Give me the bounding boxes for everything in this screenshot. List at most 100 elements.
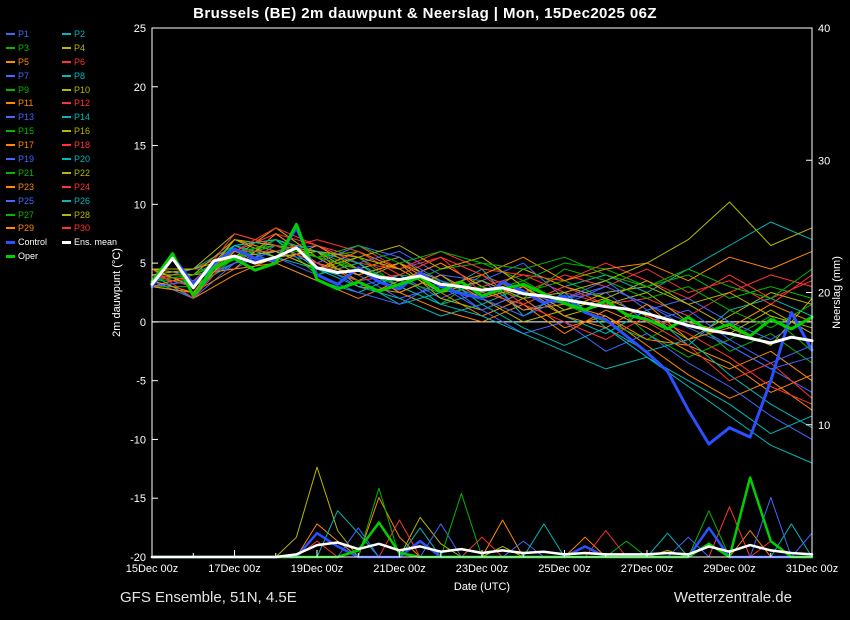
legend-swatch bbox=[62, 199, 71, 202]
legend-row: P19 P20 bbox=[6, 152, 118, 166]
legend-item-p21: P21 bbox=[6, 166, 62, 180]
legend-label: P16 bbox=[74, 126, 91, 137]
legend-row: P29 P30 bbox=[6, 221, 118, 235]
footer-model-info: GFS Ensemble, 51N, 4.5E bbox=[120, 589, 297, 606]
legend-item-ens-mean: Ens. mean bbox=[62, 235, 118, 249]
series-P28 bbox=[151, 201, 813, 299]
legend-label: P18 bbox=[74, 140, 91, 151]
y-left-tick-label: 0 bbox=[140, 317, 146, 329]
legend-swatch bbox=[6, 171, 15, 174]
legend-item-p15: P15 bbox=[6, 124, 62, 138]
series-P27 bbox=[151, 245, 813, 299]
legend-swatch bbox=[6, 46, 15, 49]
legend-row: P15 P16 bbox=[6, 124, 118, 138]
legend-label: P25 bbox=[18, 195, 35, 206]
y-left-tick-label: -5 bbox=[136, 376, 146, 388]
x-tick-label: 25Dec 00z bbox=[538, 563, 591, 575]
x-tick-label: 29Dec 00z bbox=[703, 563, 756, 575]
x-tick-label: 23Dec 00z bbox=[456, 563, 509, 575]
legend-label: P30 bbox=[74, 223, 91, 234]
legend-item-p30: P30 bbox=[62, 221, 118, 235]
legend-label: P13 bbox=[18, 112, 35, 123]
legend-label: P27 bbox=[18, 209, 35, 220]
legend-item-p25: P25 bbox=[6, 194, 62, 208]
legend-item-p22: P22 bbox=[62, 166, 118, 180]
legend-item-p10: P10 bbox=[62, 83, 118, 97]
legend-item-p5: P5 bbox=[6, 55, 62, 69]
legend-label: Control bbox=[18, 237, 48, 248]
series-Control bbox=[150, 226, 814, 446]
legend-row: P1 P2 bbox=[6, 27, 118, 41]
legend-row: P25 P26 bbox=[6, 194, 118, 208]
y-right-tick-label: 10 bbox=[818, 420, 830, 432]
legend-label: P22 bbox=[74, 167, 91, 178]
legend-swatch bbox=[62, 213, 71, 216]
legend-label: P23 bbox=[18, 181, 35, 192]
legend-item-p9: P9 bbox=[6, 83, 62, 97]
legend-item-p29: P29 bbox=[6, 221, 62, 235]
legend-item-p16: P16 bbox=[62, 124, 118, 138]
series-P26 bbox=[151, 239, 813, 464]
legend-label: P4 bbox=[74, 42, 86, 53]
legend-label: P5 bbox=[18, 56, 30, 67]
legend-label: Oper bbox=[18, 251, 39, 262]
legend-item-p3: P3 bbox=[6, 41, 62, 55]
legend-swatch bbox=[62, 60, 71, 63]
legend-swatch bbox=[62, 144, 71, 147]
y-left-tick-label: 5 bbox=[140, 258, 146, 270]
legend-row: P27 P28 bbox=[6, 208, 118, 222]
legend-row: Oper bbox=[6, 249, 118, 263]
legend-label: P24 bbox=[74, 181, 91, 192]
legend-swatch bbox=[6, 60, 15, 63]
legend-label: P1 bbox=[18, 28, 30, 39]
legend-swatch bbox=[62, 171, 71, 174]
legend-label: P12 bbox=[74, 98, 91, 109]
x-tick-label: 15Dec 00z bbox=[126, 563, 179, 575]
legend-label: P10 bbox=[74, 84, 91, 95]
legend-label: P11 bbox=[18, 98, 34, 109]
legend: P1 P2 P3 P4 P5 P6 P7 P8 P9 P10 P11 P12 P13 P14 P15 P16 P… bbox=[6, 27, 118, 263]
y-left-tick-label: -15 bbox=[130, 493, 146, 505]
y-right-tick-label: 30 bbox=[818, 155, 830, 167]
x-tick-label: 21Dec 00z bbox=[373, 563, 426, 575]
legend-item-p23: P23 bbox=[6, 180, 62, 194]
legend-label: P19 bbox=[18, 153, 35, 164]
legend-item-p6: P6 bbox=[62, 55, 118, 69]
y-left-tick-label: -10 bbox=[130, 434, 146, 446]
y-left-tick-label: 25 bbox=[134, 23, 146, 35]
series-P24 bbox=[151, 239, 813, 405]
legend-item-control: Control bbox=[6, 235, 62, 249]
legend-item-p19: P19 bbox=[6, 152, 62, 166]
legend-item-p2: P2 bbox=[62, 27, 118, 41]
legend-swatch bbox=[6, 116, 15, 119]
legend-row: P13 P14 bbox=[6, 110, 118, 124]
legend-label: P17 bbox=[18, 140, 35, 151]
legend-swatch bbox=[6, 144, 15, 147]
legend-swatch bbox=[62, 130, 71, 133]
legend-swatch bbox=[62, 46, 71, 49]
legend-swatch bbox=[6, 157, 15, 160]
legend-item-p18: P18 bbox=[62, 138, 118, 152]
legend-item-p12: P12 bbox=[62, 96, 118, 110]
legend-swatch bbox=[62, 116, 71, 119]
legend-row: P17 P18 bbox=[6, 138, 118, 152]
legend-swatch bbox=[62, 32, 71, 35]
legend-row: P5 P6 bbox=[6, 55, 118, 69]
legend-item-p1: P1 bbox=[6, 27, 62, 41]
y-left-tick-label: 10 bbox=[134, 199, 146, 211]
legend-swatch bbox=[6, 199, 15, 202]
legend-row: Control Ens. mean bbox=[6, 235, 118, 249]
legend-item-p17: P17 bbox=[6, 138, 62, 152]
y-left-tick-label: 15 bbox=[134, 141, 146, 153]
legend-item-p11: P11 bbox=[6, 96, 62, 110]
y-left-axis-title: 2m dauwpunt (°C) bbox=[111, 248, 123, 337]
series-Oper-Neerslag bbox=[150, 476, 814, 559]
series-P21 bbox=[151, 245, 813, 329]
legend-label: P26 bbox=[74, 195, 91, 206]
legend-label: P3 bbox=[18, 42, 30, 53]
series-Ens.-mean bbox=[150, 246, 814, 345]
legend-swatch bbox=[6, 130, 15, 133]
legend-item-p27: P27 bbox=[6, 208, 62, 222]
x-tick-label: 27Dec 00z bbox=[621, 563, 674, 575]
